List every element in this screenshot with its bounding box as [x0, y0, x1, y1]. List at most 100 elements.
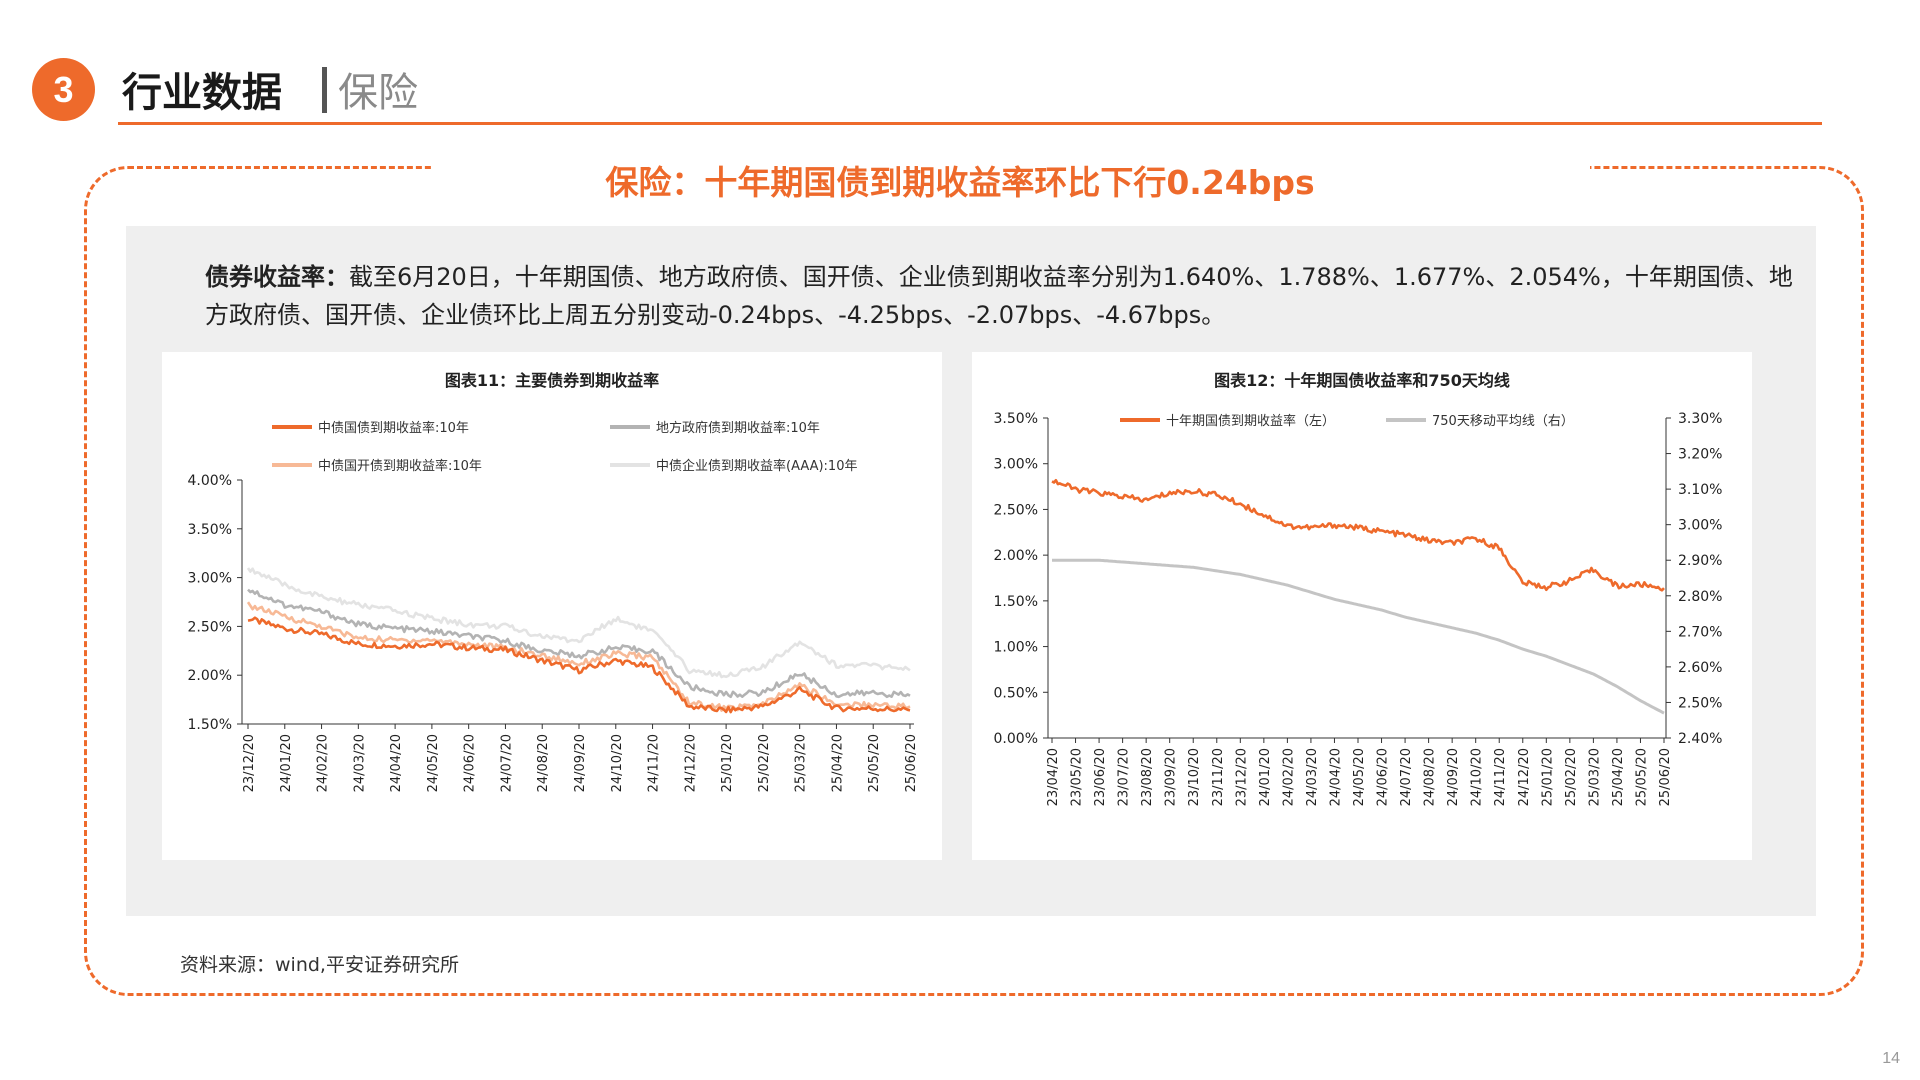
chart2-x-tick-label: 23/10/20 — [1187, 748, 1202, 806]
chart2-x-tick-label: 24/05/20 — [1352, 748, 1367, 806]
chart2-series-line-yield — [1051, 478, 1665, 592]
main-title: 保险：十年期国债到期收益率环比下行0.24bps — [605, 163, 1315, 202]
chart1-x-tick-label: 25/06/20 — [904, 734, 919, 792]
chart2-y-tick-label-right: 3.20% — [1678, 447, 1722, 463]
chart2-x-tick-label: 23/09/20 — [1164, 748, 1179, 806]
chart1-y-tick-label: 1.50% — [188, 717, 232, 733]
chart1-legend-label: 中债国债到期收益率:10年 — [318, 420, 469, 436]
chart2-x-tick-label: 23/04/20 — [1046, 748, 1061, 806]
chart2-y-tick-label-right: 3.30% — [1678, 411, 1722, 427]
chart2-x-tick-label: 24/03/20 — [1305, 748, 1320, 806]
chart2-x-tick-label: 25/03/20 — [1587, 748, 1602, 806]
chart2-x-tick-label: 25/06/20 — [1658, 748, 1673, 806]
chart2-x-tick-label: 25/05/20 — [1634, 748, 1649, 806]
chart2-x-tick-label: 24/09/20 — [1446, 748, 1461, 806]
chart1-x-tick-label: 24/10/20 — [610, 734, 625, 792]
chart1-x-tick-label: 24/01/20 — [279, 734, 294, 792]
chart2-y-tick-label-right: 2.90% — [1678, 553, 1722, 569]
chart2-x-tick-label: 24/02/20 — [1281, 748, 1296, 806]
chart1-x-tick-label: 24/02/20 — [316, 734, 331, 792]
chart2-y-tick-label-right: 2.80% — [1678, 589, 1722, 605]
chart1-x-tick-label: 24/11/20 — [647, 734, 662, 792]
chart1-x-tick-label: 25/01/20 — [720, 734, 735, 792]
source-note: 资料来源：wind,平安证券研究所 — [180, 954, 459, 976]
chart1-x-tick-label: 24/04/20 — [389, 734, 404, 792]
chart2-x-tick-label: 24/12/20 — [1517, 748, 1532, 806]
chart2-legend-label: 750天移动平均线（右） — [1432, 414, 1574, 429]
chart2-y-tick-label-right: 3.00% — [1678, 518, 1722, 534]
chart2-x-tick-label: 23/05/20 — [1070, 748, 1085, 806]
chart1-y-tick-label: 3.50% — [188, 522, 232, 538]
chart1-y-tick-label: 2.50% — [188, 619, 232, 635]
chart2-x-tick-label: 23/08/20 — [1140, 748, 1155, 806]
chart1-x-tick-label: 24/06/20 — [463, 734, 478, 792]
chart2-x-tick-label: 23/11/20 — [1211, 748, 1226, 806]
header-rule — [118, 122, 1822, 125]
chart2-x-tick-label: 24/10/20 — [1470, 748, 1485, 806]
chart1-y-tick-label: 4.00% — [188, 473, 232, 489]
chart2-x-tick-label: 25/02/20 — [1564, 748, 1579, 806]
title-separator — [322, 67, 327, 113]
chart1-x-tick-label: 25/04/20 — [830, 734, 845, 792]
chart1-x-tick-label: 24/12/20 — [683, 734, 698, 792]
chart1-y-tick-label: 2.00% — [188, 668, 232, 684]
chart1-x-tick-label: 24/03/20 — [352, 734, 367, 792]
section-title: 行业数据 — [122, 70, 282, 116]
chart2-x-tick-label: 23/06/20 — [1093, 748, 1108, 806]
page-number: 14 — [1882, 1050, 1900, 1067]
chart1-title: 图表11：主要债券到期收益率 — [445, 371, 659, 390]
chart2-y-tick-label-right: 2.50% — [1678, 695, 1722, 711]
chart2-x-tick-label: 23/07/20 — [1117, 748, 1132, 806]
chart1-x-tick-label: 24/09/20 — [573, 734, 588, 792]
chart2-x-tick-label: 24/01/20 — [1258, 748, 1273, 806]
chart2-y-tick-label-right: 2.70% — [1678, 624, 1722, 640]
chart2-y-tick-label-right: 2.40% — [1678, 731, 1722, 747]
chart1-x-tick-label: 23/12/20 — [242, 734, 257, 792]
chart2-title: 图表12：十年期国债收益率和750天均线 — [1214, 371, 1510, 390]
description: 债券收益率：截至6月20日，十年期国债、地方政府债、国开债、企业债到期收益率分别… — [205, 258, 1795, 334]
chart2-y-tick-label-left: 1.50% — [994, 594, 1038, 610]
chart2-x-tick-label: 23/12/20 — [1234, 748, 1249, 806]
chart1-legend-label: 地方政府债到期收益率:10年 — [656, 420, 820, 436]
chart1-series-line — [246, 601, 911, 712]
chart1-x-tick-label: 25/03/20 — [794, 734, 809, 792]
description-label: 债券收益率： — [205, 263, 349, 291]
description-text: 截至6月20日，十年期国债、地方政府债、国开债、企业债到期收益率分别为1.640… — [205, 263, 1793, 329]
chart1-series-line — [247, 588, 911, 699]
chart2-y-tick-label-right: 3.10% — [1678, 482, 1722, 498]
chart1-legend-label: 中债企业债到期收益率(AAA):10年 — [656, 458, 857, 474]
chart2-x-tick-label: 24/08/20 — [1423, 748, 1438, 806]
chart1-series-line — [247, 616, 911, 714]
chart2-x-tick-label: 24/07/20 — [1399, 748, 1414, 806]
chart1-legend-label: 中债国开债到期收益率:10年 — [318, 458, 482, 474]
chart2-x-tick-label: 24/06/20 — [1376, 748, 1391, 806]
chart2-legend-label: 十年期国债到期收益率（左） — [1166, 413, 1335, 429]
chart1-x-tick-label: 24/07/20 — [499, 734, 514, 792]
chart1-x-tick-label: 24/05/20 — [426, 734, 441, 792]
chart1-x-tick-label: 25/02/20 — [757, 734, 772, 792]
section-subtitle: 保险 — [338, 70, 418, 116]
chart1-series-line — [246, 567, 911, 679]
chart2-y-tick-label-left: 2.00% — [994, 548, 1038, 564]
section-number-badge: 3 — [32, 58, 95, 121]
chart2-x-tick-label: 24/04/20 — [1328, 748, 1343, 806]
chart2-series-line-ma — [1052, 558, 1665, 715]
chart1-y-tick-label: 3.00% — [188, 571, 232, 587]
chart2-x-tick-label: 24/11/20 — [1493, 748, 1508, 806]
chart2-y-tick-label-left: 0.50% — [994, 685, 1038, 701]
title-mask — [432, 150, 1590, 190]
chart-card-bond-yields: 图表11：主要债券到期收益率中债国债到期收益率:10年 地方政府债到期收益率:10… — [162, 352, 942, 860]
chart1-x-tick-label: 24/08/20 — [536, 734, 551, 792]
chart1-x-tick-label: 25/05/20 — [867, 734, 882, 792]
chart2-y-tick-label-left: 2.50% — [994, 502, 1038, 518]
chart2-x-tick-label: 25/04/20 — [1611, 748, 1626, 806]
chart2-y-tick-label-left: 3.50% — [994, 411, 1038, 427]
chart2-y-tick-label-right: 2.60% — [1678, 660, 1722, 676]
chart2-y-tick-label-left: 1.00% — [994, 640, 1038, 656]
chart2-x-tick-label: 25/01/20 — [1540, 748, 1555, 806]
chart-card-treasury-ma: 图表12：十年期国债收益率和750天均线十年期国债到期收益率（左） 750天移动平… — [972, 352, 1752, 860]
chart2-y-tick-label-left: 3.00% — [994, 457, 1038, 473]
chart2-y-tick-label-left: 0.00% — [994, 731, 1038, 747]
